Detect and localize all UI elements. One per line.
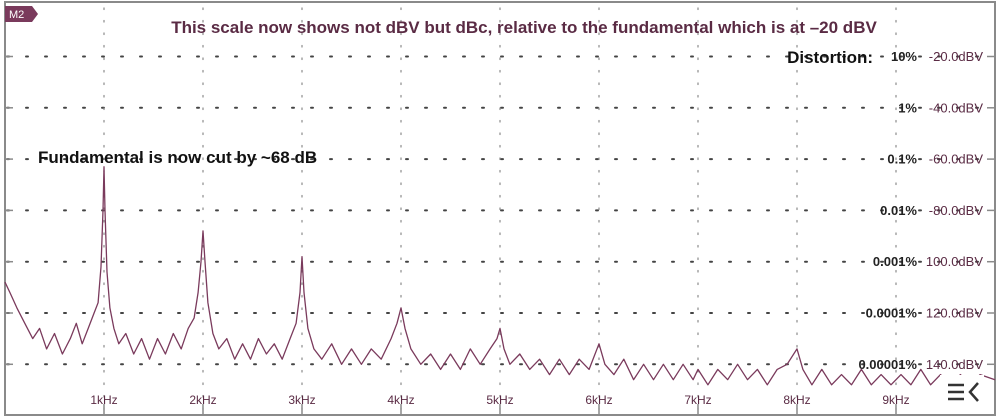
marker-badge-shape: [5, 6, 38, 22]
y-tick-dbv-label: -40.0dBV: [929, 100, 984, 115]
y-tick-percent-label: 0.1%: [887, 152, 917, 167]
chart-title: This scale now shows not dBV but dBc, re…: [171, 18, 877, 37]
x-tick-label: 8kHz: [783, 393, 810, 407]
marker-badge[interactable]: M2: [5, 6, 38, 22]
y-tick-dbv-label: 120.0dBV: [926, 306, 983, 321]
menu-collapse-icon[interactable]: [940, 375, 984, 407]
axis-tickmarks: [5, 55, 995, 414]
y-tick-dbv-label: -20.0dBV: [929, 49, 984, 64]
y-tick-percent-label: 0.001%: [873, 254, 918, 269]
y-tick-percent-label: 0.00001%: [858, 357, 917, 372]
x-axis-labels: 1kHz 2kHz 3kHz 4kHz 5kHz 6kHz 7kHz 8kHz 9kHz: [90, 393, 909, 407]
y-tick-percent-label: 1%: [898, 100, 917, 115]
distortion-label: Distortion:: [787, 48, 873, 67]
y-tick-dbv-label: 140.0dBV: [926, 357, 983, 372]
x-tick-label: 4kHz: [387, 393, 414, 407]
x-tick-label: 6kHz: [585, 393, 612, 407]
y-axis-labels: 10% -20.0dBV 1% -40.0dBV 0.1% -60.0dBV 0.01% -8…: [858, 49, 983, 372]
y-tick-percent-label: 10%: [891, 49, 917, 64]
x-tick-label: 3kHz: [288, 393, 315, 407]
x-tick-label: 7kHz: [684, 393, 711, 407]
x-tick-label: 5kHz: [486, 393, 513, 407]
y-tick-dbv-label: 100.0dBV: [926, 254, 983, 269]
fundamental-annotation: Fundamental is now cut by ~68 dB: [38, 148, 317, 167]
marker-badge-label: M2: [9, 9, 24, 21]
x-tick-label: 1kHz: [90, 393, 117, 407]
y-tick-dbv-label: -80.0dBV: [929, 203, 984, 218]
x-tick-label: 2kHz: [189, 393, 216, 407]
spectrum-trace: [4, 166, 996, 386]
x-tick-label: 9kHz: [882, 393, 909, 407]
y-tick-percent-label: 0.01%: [880, 203, 917, 218]
y-tick-dbv-label: -60.0dBV: [929, 152, 984, 167]
y-tick-percent-label: 0.0001%: [866, 306, 918, 321]
grid: [6, 7, 994, 411]
